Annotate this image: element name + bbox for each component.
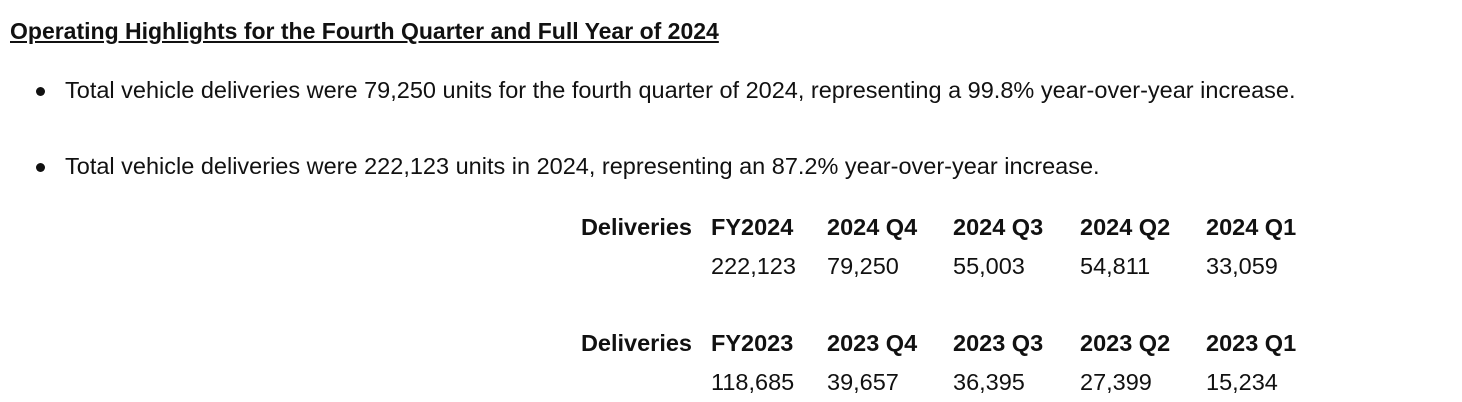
table-header-cell: 2023 Q2 (1080, 330, 1171, 356)
table-header-cell: FY2023 (711, 330, 794, 356)
table-header-cell: 2023 Q3 (953, 330, 1044, 356)
table-header-cell: 2023 Q1 (1206, 330, 1297, 356)
table-value-cell: 33,059 (1206, 253, 1278, 279)
table-header-cell: 2023 Q4 (827, 330, 918, 356)
heading: Operating Highlights for the Fourth Quar… (10, 18, 719, 44)
table-header-cell: FY2024 (711, 214, 794, 240)
bullet-text: Total vehicle deliveries were 79,250 uni… (65, 77, 1296, 103)
table-value-cell: 118,685 (711, 369, 795, 395)
table-header-cell: 2024 Q1 (1206, 214, 1297, 240)
table-header-cell: 2024 Q3 (953, 214, 1044, 240)
table-value-cell: 36,395 (953, 369, 1025, 395)
bullet-text: Total vehicle deliveries were 222,123 un… (65, 153, 1100, 179)
table-header-cell: Deliveries (580, 214, 692, 240)
table-value-cell: 222,123 (711, 253, 796, 279)
table-header-cell: 2024 Q2 (1080, 214, 1171, 240)
table-value-cell: 54,811 (1080, 253, 1151, 279)
table-value-cell: 27,399 (1080, 369, 1152, 395)
table-header-cell: 2024 Q4 (827, 214, 918, 240)
table-value-cell: 79,250 (827, 253, 899, 279)
table-value-cell: 39,657 (827, 369, 899, 395)
bullet-dot (36, 87, 45, 96)
table-header-cell: Deliveries (580, 330, 692, 356)
table-value-cell: 55,003 (953, 253, 1025, 279)
table-value-cell: 15,234 (1206, 369, 1278, 395)
bullet-dot (36, 163, 45, 172)
